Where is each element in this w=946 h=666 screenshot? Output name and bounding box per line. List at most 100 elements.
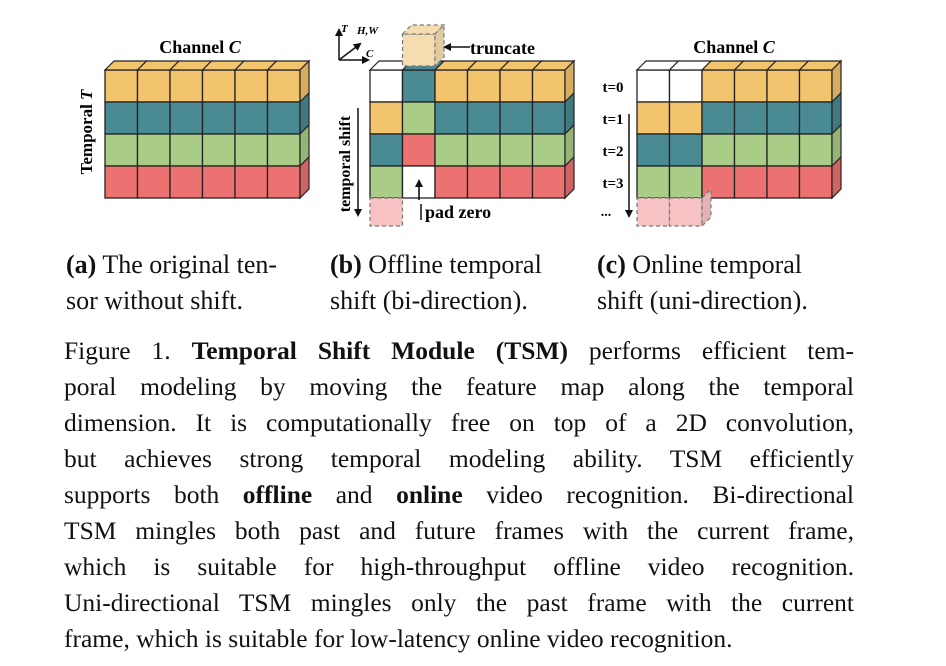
tensor-cell bbox=[499, 165, 534, 199]
tensor-cell bbox=[499, 133, 534, 167]
tensor-cell bbox=[434, 101, 469, 135]
tensor-cell bbox=[766, 69, 801, 103]
tensor-cell bbox=[636, 133, 671, 167]
subcaption-b: (b) Offline temporal shift (bi-direction… bbox=[330, 247, 542, 319]
tensor-cell bbox=[466, 69, 501, 103]
time-label-3: t=3 bbox=[602, 176, 623, 192]
axis-c-line bbox=[338, 42, 362, 61]
tensor-cell bbox=[266, 101, 301, 135]
tensor-cell bbox=[466, 133, 501, 167]
tensor-cell bbox=[668, 133, 703, 167]
tensor-cell bbox=[701, 133, 736, 167]
truncate-label: truncate bbox=[470, 38, 535, 58]
panel-a-ylabel: Temporal T bbox=[77, 89, 96, 174]
tensor-cell bbox=[169, 133, 204, 167]
subcaption-c-tag: (c) bbox=[597, 250, 626, 279]
tensor-cell bbox=[701, 101, 736, 135]
tensor-cell bbox=[169, 101, 204, 135]
panel-a-original-tensor bbox=[103, 59, 311, 200]
tensor-cell bbox=[104, 69, 139, 103]
axis-c-label: C bbox=[366, 48, 374, 60]
caption-line-4: but achieves strong temporal modeling ab… bbox=[64, 444, 854, 473]
tensor-cell bbox=[798, 133, 833, 167]
tensor-cell bbox=[668, 165, 703, 199]
subcaption-c-line2: shift (uni-direction). bbox=[597, 286, 808, 315]
tensor-cell bbox=[499, 69, 534, 103]
subcaption-b-line2: shift (bi-direction). bbox=[330, 286, 528, 315]
caption-line-2: poral modeling by moving the feature map… bbox=[64, 372, 854, 401]
tensor-cell bbox=[531, 165, 566, 199]
caption-bold-title: Temporal Shift Module (TSM) bbox=[191, 336, 568, 365]
caption-line-8: Uni-directional TSM mingles only the pas… bbox=[64, 588, 854, 617]
truncated-cell bbox=[369, 197, 404, 227]
tensor-cell bbox=[266, 165, 301, 199]
truncated-cell bbox=[668, 197, 703, 227]
tensor-cell bbox=[234, 133, 269, 167]
tensor-cell bbox=[766, 101, 801, 135]
panel-a-title: Channel C bbox=[159, 37, 242, 57]
time-label-1: t=1 bbox=[602, 112, 623, 128]
tensor-cell bbox=[369, 133, 404, 167]
time-ellipsis: ... bbox=[601, 205, 612, 220]
subcaption-a-line1: The original ten- bbox=[96, 250, 278, 279]
tensor-cell bbox=[201, 101, 236, 135]
truncated-cell bbox=[401, 33, 436, 67]
caption-line-9: frame, which is suitable for low-latency… bbox=[64, 624, 733, 653]
tensor-cell-side bbox=[564, 155, 575, 200]
tensor-cell bbox=[201, 133, 236, 167]
subcaption-b-line1: Offline temporal bbox=[361, 250, 542, 279]
tensor-cell bbox=[798, 101, 833, 135]
subcaption-a-tag: (a) bbox=[66, 250, 97, 279]
tensor-cell bbox=[401, 101, 436, 135]
figure-diagram: Channel C Temporal T T H,W C truncate pa… bbox=[77, 23, 843, 228]
tensor-cell bbox=[104, 133, 139, 167]
panel-b-ylabel: temporal shift bbox=[337, 115, 354, 212]
tensor-cell bbox=[531, 69, 566, 103]
panel-c-online-shift bbox=[635, 59, 843, 228]
tensor-cell bbox=[369, 69, 404, 103]
tensor-cell bbox=[369, 165, 404, 199]
tensor-cell bbox=[369, 101, 404, 135]
tensor-cell bbox=[531, 133, 566, 167]
tensor-cell bbox=[701, 69, 736, 103]
subcaption-b-tag: (b) bbox=[330, 250, 362, 279]
tensor-cell bbox=[798, 165, 833, 199]
tensor-cell bbox=[266, 133, 301, 167]
tensor-cell bbox=[733, 133, 768, 167]
tensor-cell bbox=[499, 101, 534, 135]
panel-c-title: Channel C bbox=[693, 37, 776, 57]
tensor-cell bbox=[766, 165, 801, 199]
tensor-cell bbox=[636, 165, 671, 199]
tensor-cell bbox=[234, 101, 269, 135]
tensor-cell bbox=[234, 69, 269, 103]
axis-hw-label: H,W bbox=[356, 25, 379, 37]
caption-line1-rest: performs efficient tem- bbox=[567, 336, 855, 365]
tensor-cell bbox=[798, 69, 833, 103]
pad-zero-label: pad zero bbox=[425, 202, 491, 222]
subcaption-c: (c) Online temporal shift (uni-direction… bbox=[597, 247, 808, 319]
subcaption-c-line1: Online temporal bbox=[625, 250, 803, 279]
tensor-cell-side bbox=[299, 155, 310, 200]
caption-prefix: Figure 1. bbox=[64, 336, 192, 365]
caption-line-1: Figure 1. Temporal Shift Module (TSM) pe… bbox=[64, 333, 854, 369]
tensor-cell bbox=[136, 165, 171, 199]
caption-offline: offline bbox=[242, 480, 313, 509]
tensor-cell bbox=[466, 165, 501, 199]
tensor-cell bbox=[766, 133, 801, 167]
tensor-cell bbox=[169, 69, 204, 103]
tensor-cell bbox=[434, 165, 469, 199]
time-label-0: t=0 bbox=[602, 80, 623, 96]
caption-line-6: TSM mingles both past and future frames … bbox=[64, 516, 854, 545]
tensor-cell bbox=[466, 101, 501, 135]
tensor-cell bbox=[434, 133, 469, 167]
tensor-cell bbox=[733, 69, 768, 103]
tensor-cell bbox=[401, 133, 436, 167]
tensor-cell bbox=[531, 101, 566, 135]
tensor-cell bbox=[169, 165, 204, 199]
tensor-cell bbox=[636, 101, 671, 135]
tensor-cell-side bbox=[831, 155, 842, 200]
time-label-2: t=2 bbox=[602, 144, 623, 160]
caption-line-5: supports both offline and online video r… bbox=[64, 480, 854, 509]
tensor-cell bbox=[434, 69, 469, 103]
tensor-cell bbox=[636, 69, 671, 103]
